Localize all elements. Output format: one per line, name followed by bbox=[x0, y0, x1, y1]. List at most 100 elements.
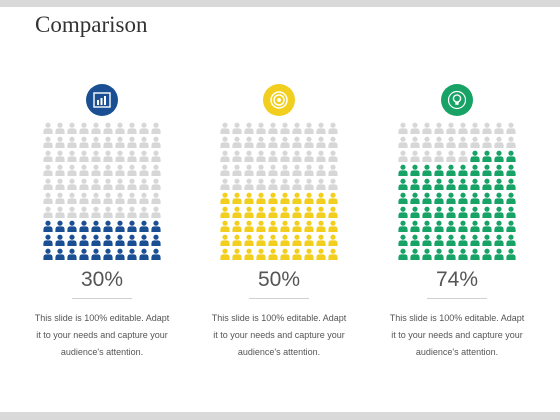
person-icon-filled bbox=[458, 206, 468, 218]
person-icon-empty bbox=[398, 136, 408, 148]
person-icon-filled bbox=[328, 220, 338, 232]
person-icon-filled bbox=[458, 248, 468, 260]
person-icon-empty bbox=[506, 122, 516, 134]
person-icon-filled bbox=[316, 206, 326, 218]
person-icon-filled bbox=[67, 234, 77, 246]
person-icon-empty bbox=[79, 150, 89, 162]
person-icon-empty bbox=[91, 164, 101, 176]
person-icon-empty bbox=[139, 192, 149, 204]
person-icon-filled bbox=[482, 192, 492, 204]
person-icon-filled bbox=[470, 192, 480, 204]
person-icon-filled bbox=[422, 164, 432, 176]
person-icon-filled bbox=[43, 248, 53, 260]
person-icon-filled bbox=[55, 220, 65, 232]
person-icon-empty bbox=[79, 122, 89, 134]
person-icon-empty bbox=[316, 122, 326, 134]
person-icon-filled bbox=[328, 192, 338, 204]
person-icon-filled bbox=[458, 178, 468, 190]
person-icon-empty bbox=[55, 206, 65, 218]
person-icon-filled bbox=[434, 220, 444, 232]
person-icon-empty bbox=[280, 150, 290, 162]
person-icon-empty bbox=[67, 192, 77, 204]
person-icon-empty bbox=[328, 136, 338, 148]
person-icon-empty bbox=[256, 164, 266, 176]
person-icon-empty bbox=[79, 136, 89, 148]
person-icon-empty bbox=[446, 122, 456, 134]
person-icon-empty bbox=[43, 164, 53, 176]
person-icon-filled bbox=[103, 220, 113, 232]
person-icon-empty bbox=[494, 136, 504, 148]
person-icon-filled bbox=[398, 220, 408, 232]
person-icon-filled bbox=[422, 206, 432, 218]
person-icon-filled bbox=[422, 248, 432, 260]
person-icon-empty bbox=[115, 206, 125, 218]
person-icon-filled bbox=[79, 248, 89, 260]
person-icon-filled bbox=[127, 234, 137, 246]
person-icon-filled bbox=[232, 234, 242, 246]
person-icon-filled bbox=[494, 206, 504, 218]
person-icon-filled bbox=[91, 234, 101, 246]
person-icon-empty bbox=[115, 136, 125, 148]
person-icon-empty bbox=[458, 136, 468, 148]
person-icon-filled bbox=[79, 234, 89, 246]
person-icon-filled bbox=[316, 248, 326, 260]
person-icon-empty bbox=[470, 122, 480, 134]
person-icon-filled bbox=[422, 192, 432, 204]
person-icon-empty bbox=[139, 206, 149, 218]
person-icon-empty bbox=[115, 192, 125, 204]
bar-chart-icon bbox=[86, 84, 118, 116]
person-icon-empty bbox=[220, 122, 230, 134]
person-icon-filled bbox=[410, 206, 420, 218]
divider bbox=[72, 298, 132, 299]
person-icon-filled bbox=[506, 178, 516, 190]
person-icon-empty bbox=[103, 122, 113, 134]
person-icon-empty bbox=[139, 164, 149, 176]
person-icon-empty bbox=[304, 164, 314, 176]
person-icon-empty bbox=[91, 192, 101, 204]
person-icon-filled bbox=[55, 234, 65, 246]
person-icon-empty bbox=[232, 178, 242, 190]
person-icon-empty bbox=[328, 150, 338, 162]
person-icon-filled bbox=[139, 248, 149, 260]
person-icon-empty bbox=[151, 150, 161, 162]
person-icon-filled bbox=[470, 234, 480, 246]
person-icon-empty bbox=[103, 192, 113, 204]
person-icon-empty bbox=[151, 122, 161, 134]
person-icon-filled bbox=[470, 248, 480, 260]
divider bbox=[427, 298, 487, 299]
person-icon-filled bbox=[434, 164, 444, 176]
person-icon-empty bbox=[43, 178, 53, 190]
person-icon-empty bbox=[115, 164, 125, 176]
person-icon-empty bbox=[55, 192, 65, 204]
person-icon-filled bbox=[268, 206, 278, 218]
person-icon-empty bbox=[139, 150, 149, 162]
people-grid-2 bbox=[220, 122, 338, 260]
comparison-column-2: 50% This slide is 100% editable. Adapt i… bbox=[209, 84, 349, 384]
person-icon-empty bbox=[151, 206, 161, 218]
person-icon-filled bbox=[470, 178, 480, 190]
percent-value: 30% bbox=[80, 268, 124, 291]
person-icon-empty bbox=[280, 122, 290, 134]
person-icon-filled bbox=[244, 234, 254, 246]
person-icon-filled bbox=[115, 220, 125, 232]
person-icon-empty bbox=[232, 150, 242, 162]
person-icon-empty bbox=[55, 164, 65, 176]
person-icon-filled bbox=[280, 220, 290, 232]
person-icon-filled bbox=[434, 192, 444, 204]
person-icon-empty bbox=[398, 150, 408, 162]
person-icon-filled bbox=[434, 206, 444, 218]
person-icon-empty bbox=[292, 178, 302, 190]
person-icon-filled bbox=[139, 234, 149, 246]
person-icon-filled bbox=[232, 248, 242, 260]
person-icon-empty bbox=[151, 164, 161, 176]
person-icon-filled bbox=[482, 206, 492, 218]
comparison-column-1: 30% This slide is 100% editable. Adapt i… bbox=[32, 84, 172, 384]
person-icon-empty bbox=[67, 206, 77, 218]
person-icon-empty bbox=[67, 150, 77, 162]
person-icon-filled bbox=[494, 220, 504, 232]
person-icon-filled bbox=[256, 192, 266, 204]
person-icon-filled bbox=[220, 248, 230, 260]
person-icon-empty bbox=[55, 122, 65, 134]
divider bbox=[249, 298, 309, 299]
person-icon-filled bbox=[470, 150, 480, 162]
